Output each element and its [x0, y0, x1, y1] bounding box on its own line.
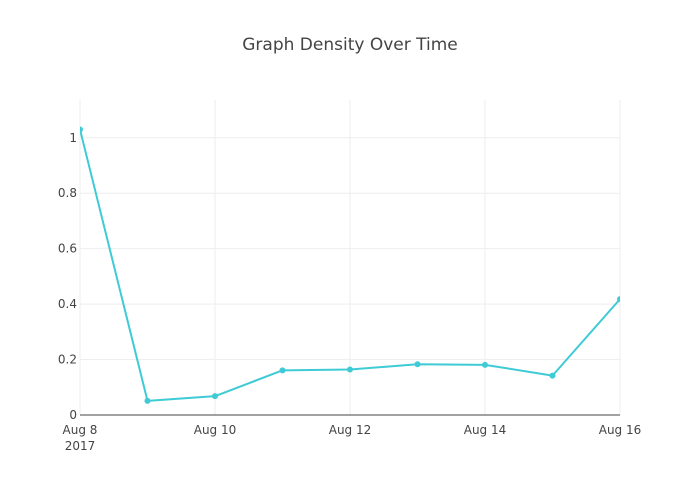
x-tick-label: Aug 10 — [194, 423, 237, 437]
data-point[interactable] — [279, 367, 286, 374]
x-tick-year-label: 2017 — [65, 439, 96, 453]
chart-title: Graph Density Over Time — [242, 35, 457, 55]
x-tick-label: Aug 16 — [599, 423, 642, 437]
data-point[interactable] — [77, 126, 83, 133]
x-tick-label: Aug 8 — [63, 423, 98, 437]
series-layer — [77, 126, 623, 404]
data-point[interactable] — [549, 372, 556, 379]
x-tick-labels: Aug 8 2017 Aug 10 Aug 12 Aug 14 Aug 16 — [63, 423, 642, 453]
y-tick-label: 0.8 — [58, 186, 77, 200]
y-gridlines — [80, 137, 620, 361]
y-tick-label: 0 — [69, 408, 77, 422]
data-point[interactable] — [617, 296, 623, 303]
y-tick-label: 0.4 — [58, 297, 77, 311]
y-tick-labels: 0 0.2 0.4 0.6 0.8 1 — [58, 131, 77, 422]
data-point[interactable] — [482, 361, 488, 368]
y-tick-label: 0.6 — [58, 242, 77, 256]
y-tick-label: 1 — [69, 131, 77, 145]
x-tick-label: Aug 14 — [464, 423, 507, 437]
x-tick-label: Aug 12 — [329, 423, 372, 437]
data-point[interactable] — [414, 361, 421, 368]
data-point[interactable] — [212, 393, 218, 400]
data-point[interactable] — [347, 366, 353, 373]
y-tick-label: 0.2 — [58, 353, 77, 367]
data-point[interactable] — [144, 397, 151, 404]
